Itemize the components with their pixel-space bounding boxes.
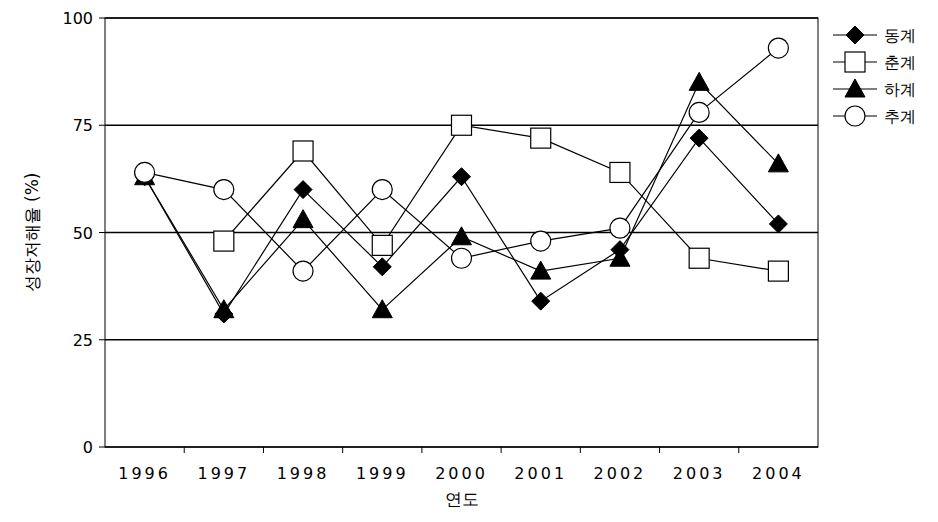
x-tick-label: 2004 <box>752 464 805 483</box>
series-line <box>145 82 779 309</box>
x-tick <box>342 447 343 453</box>
data-point <box>769 215 787 233</box>
data-point <box>214 180 234 200</box>
x-tick <box>580 447 581 453</box>
data-point <box>372 300 392 318</box>
data-point <box>293 210 313 228</box>
data-point <box>690 129 708 147</box>
data-point <box>689 72 709 90</box>
data-point <box>768 261 788 281</box>
x-tick <box>263 447 264 453</box>
y-tick-label: 75 <box>73 116 93 135</box>
y-tick <box>99 339 105 340</box>
data-point <box>214 300 234 318</box>
x-tick <box>184 447 185 453</box>
x-tick-label: 2001 <box>514 464 567 483</box>
data-point <box>532 292 550 310</box>
data-point <box>372 180 392 200</box>
x-tick <box>659 447 660 453</box>
data-point <box>135 162 155 182</box>
legend-marker <box>845 52 865 72</box>
x-tick <box>738 447 739 453</box>
legend-marker <box>846 26 864 44</box>
series <box>214 115 789 281</box>
y-tick <box>99 125 105 126</box>
series-line <box>145 48 779 271</box>
x-tick-label: 1997 <box>197 464 250 483</box>
x-tick <box>421 447 422 453</box>
data-point <box>293 141 313 161</box>
data-point <box>214 231 234 251</box>
plot-area <box>135 38 789 323</box>
y-tick-label: 0 <box>83 438 93 457</box>
legend-marker <box>845 79 865 97</box>
y-tick <box>99 18 105 19</box>
y-tick-label: 50 <box>73 224 93 243</box>
y-tick <box>99 447 105 448</box>
series <box>136 129 788 323</box>
y-tick <box>99 232 105 233</box>
grid-line <box>105 339 818 341</box>
series-line <box>145 138 779 314</box>
plot-frame <box>105 18 818 447</box>
series <box>135 38 789 281</box>
data-point <box>689 248 709 268</box>
data-point <box>373 258 391 276</box>
legend-marker <box>845 106 865 126</box>
data-point <box>531 261 551 279</box>
data-point <box>531 231 551 251</box>
data-point <box>610 162 630 182</box>
data-point <box>689 102 709 122</box>
y-tick-label: 25 <box>73 331 93 350</box>
x-tick-label: 2003 <box>673 464 726 483</box>
chart-svg: 0 25 50 75 100 1996 1997 1998 1999 2000 2001 2002 20… <box>0 0 938 522</box>
legend-label: 추계 <box>884 107 916 126</box>
data-point <box>453 168 471 186</box>
legend: 동계춘계하계추계 <box>833 26 916 126</box>
data-point <box>293 261 313 281</box>
x-tick-label: 1996 <box>118 464 171 483</box>
data-point <box>372 235 392 255</box>
legend-label: 춘계 <box>884 53 916 72</box>
x-tick <box>501 447 502 453</box>
y-tick-label: 100 <box>62 9 93 28</box>
data-point <box>452 115 472 135</box>
x-axis-label: 연도 <box>445 489 479 509</box>
data-point <box>768 38 788 58</box>
x-tick-label: 1999 <box>356 464 409 483</box>
data-point <box>768 154 788 172</box>
series <box>135 72 789 317</box>
data-point <box>452 227 472 245</box>
data-point <box>531 128 551 148</box>
data-point <box>610 218 630 238</box>
data-point <box>294 181 312 199</box>
legend-label: 하계 <box>884 80 916 99</box>
x-tick-label: 2002 <box>594 464 647 483</box>
legend-label: 동계 <box>884 26 916 45</box>
x-tick-label: 2000 <box>435 464 488 483</box>
chart-root: 0 25 50 75 100 1996 1997 1998 1999 2000 2001 2002 20… <box>0 0 938 522</box>
data-point <box>610 248 630 266</box>
x-tick-label: 1998 <box>277 464 330 483</box>
y-axis-label: 성장저해율 (%) <box>22 173 42 293</box>
data-point <box>452 248 472 268</box>
